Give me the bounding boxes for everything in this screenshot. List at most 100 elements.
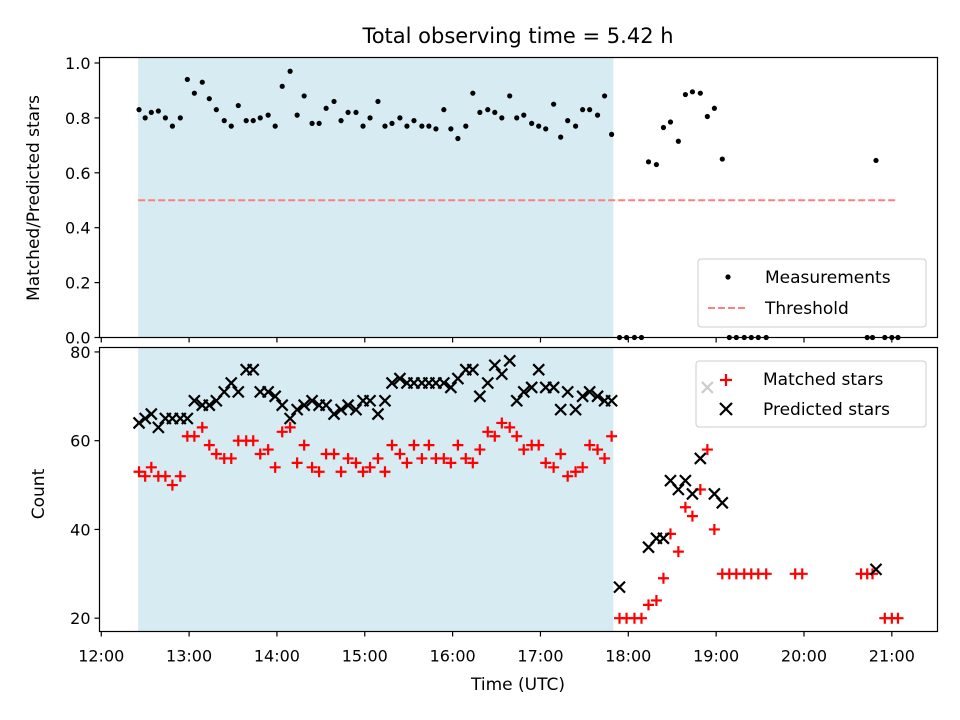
matched-star-point [599, 452, 611, 464]
matched-star-point [482, 426, 494, 438]
matched-star-point [467, 457, 479, 469]
predicted-star-point [327, 407, 341, 421]
measurement-point [323, 105, 329, 111]
predicted-star-point [283, 412, 297, 425]
matched-star-point [708, 523, 720, 535]
top-x-ticks [100, 337, 893, 343]
measurement-point [136, 107, 142, 113]
measurement-point [433, 126, 439, 132]
measurement-point [492, 109, 498, 116]
matched-star-point [203, 439, 215, 451]
measurement-point [353, 109, 359, 116]
predicted-star-point [583, 385, 596, 399]
predicted-star-point [181, 412, 194, 425]
predicted-star-point [261, 385, 275, 399]
x-tick-label: 16:00 [430, 647, 476, 666]
top-y-axis-label: Matched/Predicted stars [24, 95, 44, 301]
measurement-point [213, 107, 219, 113]
measurement-point [162, 115, 168, 121]
measurement-point [558, 134, 564, 140]
measurement-point [375, 98, 381, 105]
matched-star-point [276, 426, 288, 438]
matched-star-point [657, 572, 669, 584]
measurement-point [565, 118, 571, 124]
x-tick-label: 15:00 [342, 647, 388, 666]
predicted-star-point [393, 372, 407, 385]
matched-star-point [139, 470, 151, 482]
measurement-point [250, 118, 256, 124]
x-tick-label: 12:00 [78, 647, 124, 666]
legend-threshold-label: Threshold [764, 299, 849, 319]
predicted-star-point [371, 407, 385, 421]
predicted-star-point [297, 398, 311, 412]
matched-star-point [364, 461, 376, 473]
legend-predicted-label: Predicted stars [763, 400, 890, 420]
x-tick-label: 17:00 [517, 647, 563, 666]
predicted-star-point [672, 483, 685, 496]
matched-star-point [540, 457, 552, 469]
predicted-star-point [525, 381, 538, 394]
matched-star-point [284, 421, 296, 433]
measurement-point [580, 107, 586, 113]
measurement-point [667, 119, 674, 125]
chart-title: Total observing time = 5.42 h [361, 24, 673, 48]
legend-matched-label: Matched stars [763, 370, 883, 390]
measurement-point [594, 112, 601, 118]
matched-star-point [328, 448, 340, 460]
matched-star-point [562, 470, 574, 482]
measurement-point [272, 123, 278, 129]
matched-star-point [445, 457, 457, 469]
predicted-star-point [547, 381, 560, 394]
matched-star-point [577, 461, 589, 473]
measurement-point [228, 123, 234, 129]
measurement-point [148, 109, 154, 116]
top-y-tick-label: 0.0 [65, 329, 90, 348]
measurement-point [514, 115, 520, 121]
matched-star-point [254, 448, 266, 460]
predicted-star-point [495, 367, 509, 381]
predicted-star-point [145, 407, 158, 421]
predicted-star-point [363, 394, 377, 408]
measurement-point [653, 161, 660, 168]
matched-star-point [452, 439, 464, 451]
measurement-point [235, 102, 241, 109]
x-axis-label: Time (UTC) [470, 675, 565, 695]
predicted-star-point [569, 403, 582, 416]
matched-star-point [438, 452, 450, 464]
matched-star-point [489, 430, 501, 442]
measurement-point [660, 124, 667, 131]
matched-star-point [247, 435, 259, 447]
matched-star-point [394, 448, 406, 460]
matched-star-point [408, 439, 420, 451]
measurement-point [572, 123, 579, 129]
measurement-point [265, 112, 271, 118]
measurement-point [448, 126, 454, 132]
measurement-point [279, 83, 285, 89]
predicted-star-point [275, 398, 289, 412]
matched-star-point [225, 452, 237, 464]
predicted-star-point [694, 452, 707, 465]
predicted-star-point [466, 363, 480, 376]
matched-star-point [166, 479, 178, 491]
predicted-star-point [232, 385, 245, 399]
matched-star-point [188, 430, 200, 442]
matched-star-point [592, 444, 604, 456]
top-y-tick-label: 0.8 [65, 109, 90, 128]
top-axes-frame [98, 56, 939, 339]
x-tick-label: 14:00 [254, 647, 300, 666]
predicted-star-point [686, 487, 699, 501]
measurement-point [609, 131, 615, 137]
predicted-star-point [613, 580, 626, 594]
top-y-tick-label: 1.0 [65, 54, 90, 73]
measurement-point [426, 123, 432, 129]
bottom-legend-box [695, 360, 927, 428]
matched-star-point [760, 568, 772, 580]
measurement-point [142, 115, 148, 121]
matched-star-point [342, 452, 354, 464]
predicted-star-point [605, 394, 618, 408]
predicted-star-point [488, 358, 502, 372]
bottom-panel: 12:00 13:00 14:00 15:00 16:00 17:00 18:00 19:00… [29, 343, 939, 695]
top-shaded-interval [138, 57, 614, 338]
matched-star-point [335, 466, 347, 478]
